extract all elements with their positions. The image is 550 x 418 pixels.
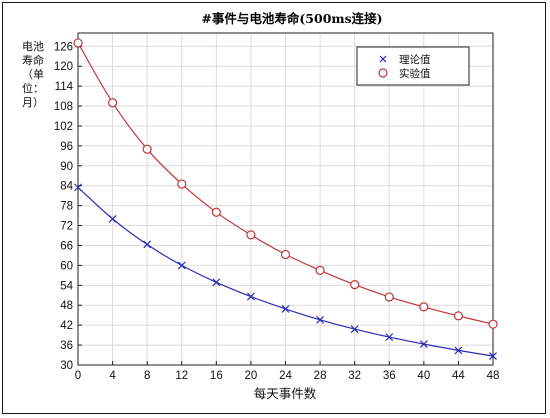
y-tick-label: 36 xyxy=(60,340,73,352)
legend-box xyxy=(356,46,470,86)
data-point-circle-marker xyxy=(488,319,498,329)
x-tick-label: 20 xyxy=(245,370,258,382)
data-point-circle-marker xyxy=(419,302,429,312)
data-point-circle-marker xyxy=(384,292,394,302)
y-tick-label: 54 xyxy=(60,280,73,292)
data-point-circle-marker xyxy=(177,179,187,189)
x-tick-label: 0 xyxy=(75,370,81,382)
x-tick-label: 4 xyxy=(109,370,116,382)
legend-label: 实验值 xyxy=(399,67,431,80)
y-axis-label-line: 位： xyxy=(22,81,44,95)
y-tick-label: 42 xyxy=(60,320,73,332)
data-point-x-marker xyxy=(177,261,186,270)
y-axis-label-line: 月） xyxy=(22,96,44,109)
y-tick-label: 66 xyxy=(60,240,73,252)
x-tick-label: 32 xyxy=(348,370,361,382)
x-tick-label: 44 xyxy=(452,370,465,382)
data-point-x-marker xyxy=(74,183,82,192)
legend-x-marker xyxy=(379,55,387,63)
data-point-x-marker xyxy=(454,346,463,355)
data-point-x-marker xyxy=(212,278,221,287)
y-tick-label: 60 xyxy=(60,260,73,272)
legend-circle-marker xyxy=(378,68,388,78)
data-point-x-marker xyxy=(419,340,428,349)
data-point-x-marker xyxy=(350,325,359,334)
y-tick-label: 108 xyxy=(54,101,73,113)
data-point-x-marker xyxy=(489,352,497,360)
y-tick-label: 120 xyxy=(54,61,73,73)
y-axis-label-line: 寿命 xyxy=(22,53,44,67)
y-axis-label-line: 电池 xyxy=(22,40,44,53)
x-axis-ticks: 0 4 8 12 16 20 24 28 32 36 40 44 48 xyxy=(75,361,500,382)
x-tick-label: 40 xyxy=(417,370,430,382)
data-series xyxy=(73,38,498,360)
y-axis-label: 电池寿命（单位：月） xyxy=(22,40,44,109)
x-tick-label: 16 xyxy=(210,370,223,382)
chart-title: #事件与电池寿命(500ms连接) xyxy=(201,11,382,26)
y-tick-label: 48 xyxy=(60,300,73,312)
data-point-x-marker xyxy=(281,304,290,313)
data-point-circle-marker xyxy=(453,311,464,321)
x-tick-label: 24 xyxy=(279,370,292,382)
data-point-x-marker xyxy=(385,333,394,342)
x-tick-label: 28 xyxy=(314,370,327,382)
series-theoretical xyxy=(74,183,497,360)
y-tick-label: 84 xyxy=(60,181,73,193)
data-point-circle-marker xyxy=(280,249,291,260)
y-tick-label: 78 xyxy=(60,201,73,213)
data-point-circle-marker xyxy=(73,38,83,48)
legend-label: 理论值 xyxy=(399,53,431,66)
data-point-x-marker xyxy=(316,315,325,324)
x-tick-label: 48 xyxy=(487,370,500,382)
series-experimental xyxy=(73,38,498,329)
y-axis-ticks: 30 36 42 48 54 60 66 72 78 84 90 96 102 108 114 120 126 xyxy=(54,41,82,372)
data-point-x-marker xyxy=(108,214,117,223)
x-tick-label: 12 xyxy=(175,370,188,382)
x-tick-label: 36 xyxy=(383,370,396,382)
y-tick-label: 96 xyxy=(60,141,73,153)
y-tick-label: 30 xyxy=(60,360,73,372)
data-point-circle-marker xyxy=(246,230,256,240)
y-tick-label: 114 xyxy=(55,81,74,93)
y-tick-label: 126 xyxy=(54,41,73,53)
data-point-circle-marker xyxy=(107,98,118,108)
data-point-circle-marker xyxy=(350,280,360,290)
x-tick-label: 8 xyxy=(144,370,150,382)
y-tick-label: 90 xyxy=(60,161,73,173)
x-axis-label: 每天事件数 xyxy=(254,386,317,401)
data-point-circle-marker xyxy=(315,265,325,275)
data-point-x-marker xyxy=(143,240,152,249)
data-point-x-marker xyxy=(246,292,255,301)
y-tick-label: 72 xyxy=(60,221,73,233)
y-axis-label-line: （单 xyxy=(22,68,44,81)
data-point-circle-marker xyxy=(211,207,221,217)
y-tick-label: 102 xyxy=(54,121,73,133)
data-point-circle-marker xyxy=(142,144,152,154)
